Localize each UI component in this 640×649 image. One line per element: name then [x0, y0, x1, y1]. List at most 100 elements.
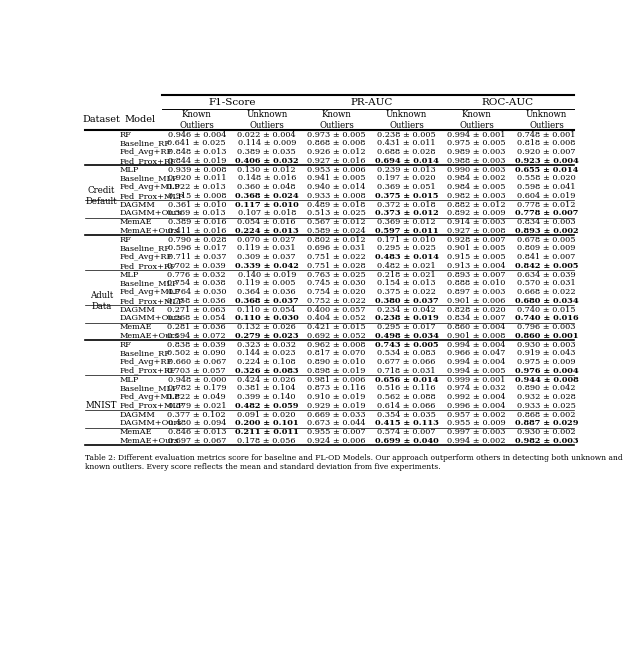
- Text: 0.421 ± 0.015: 0.421 ± 0.015: [307, 323, 366, 331]
- Text: 0.915 ± 0.005: 0.915 ± 0.005: [447, 253, 506, 261]
- Text: 0.389 ± 0.016: 0.389 ± 0.016: [168, 218, 226, 227]
- Text: MLP: MLP: [120, 376, 139, 384]
- Text: 0.596 ± 0.017: 0.596 ± 0.017: [168, 245, 226, 252]
- Text: Baseline_MLP: Baseline_MLP: [120, 384, 178, 393]
- Text: 0.480 ± 0.094: 0.480 ± 0.094: [168, 419, 226, 427]
- Text: 0.920 ± 0.011: 0.920 ± 0.011: [168, 175, 226, 182]
- Text: 0.354 ± 0.035: 0.354 ± 0.035: [377, 411, 436, 419]
- Text: 0.558 ± 0.020: 0.558 ± 0.020: [517, 175, 576, 182]
- Text: 0.070 ± 0.027: 0.070 ± 0.027: [237, 236, 296, 243]
- Text: 0.655 ± 0.014: 0.655 ± 0.014: [515, 165, 578, 174]
- Text: 0.110 ± 0.030: 0.110 ± 0.030: [235, 314, 299, 323]
- Text: Credit
Default: Credit Default: [86, 186, 117, 206]
- Text: 0.692 ± 0.052: 0.692 ± 0.052: [307, 332, 366, 340]
- Text: Model: Model: [124, 116, 156, 125]
- Text: 0.796 ± 0.003: 0.796 ± 0.003: [517, 323, 576, 331]
- Text: 0.994 ± 0.004: 0.994 ± 0.004: [447, 358, 506, 366]
- Text: MLP: MLP: [120, 165, 139, 174]
- Text: 0.990 ± 0.003: 0.990 ± 0.003: [447, 165, 506, 174]
- Text: 0.411 ± 0.016: 0.411 ± 0.016: [168, 227, 226, 235]
- Text: 0.114 ± 0.009: 0.114 ± 0.009: [237, 140, 296, 147]
- Text: 0.948 ± 0.000: 0.948 ± 0.000: [168, 376, 226, 384]
- Text: 0.516 ± 0.116: 0.516 ± 0.116: [378, 384, 436, 393]
- Text: 0.375 ± 0.022: 0.375 ± 0.022: [377, 288, 436, 296]
- Text: 0.763 ± 0.025: 0.763 ± 0.025: [307, 271, 366, 278]
- Text: DAGMM+Ours: DAGMM+Ours: [120, 314, 182, 323]
- Text: 0.404 ± 0.052: 0.404 ± 0.052: [307, 314, 366, 323]
- Text: 0.091 ± 0.020: 0.091 ± 0.020: [237, 411, 296, 419]
- Text: 0.140 ± 0.019: 0.140 ± 0.019: [237, 271, 296, 278]
- Text: 0.677 ± 0.066: 0.677 ± 0.066: [378, 358, 436, 366]
- Text: 0.295 ± 0.017: 0.295 ± 0.017: [378, 323, 436, 331]
- Text: 0.982 ± 0.003: 0.982 ± 0.003: [515, 437, 579, 445]
- Text: 0.888 ± 0.010: 0.888 ± 0.010: [447, 279, 506, 288]
- Text: 0.483 ± 0.014: 0.483 ± 0.014: [374, 253, 438, 261]
- Text: 0.268 ± 0.054: 0.268 ± 0.054: [168, 314, 226, 323]
- Text: 0.368 ± 0.024: 0.368 ± 0.024: [235, 192, 298, 200]
- Text: 0.424 ± 0.026: 0.424 ± 0.026: [237, 376, 296, 384]
- Text: Unknown
Outliers: Unknown Outliers: [246, 110, 287, 130]
- Text: 0.754 ± 0.038: 0.754 ± 0.038: [168, 279, 226, 288]
- Text: RF: RF: [120, 236, 132, 243]
- Text: 0.782 ± 0.179: 0.782 ± 0.179: [168, 384, 226, 393]
- Text: 0.764 ± 0.030: 0.764 ± 0.030: [168, 288, 226, 296]
- Text: 0.778 ± 0.012: 0.778 ± 0.012: [517, 201, 576, 209]
- Text: 0.834 ± 0.007: 0.834 ± 0.007: [447, 314, 506, 323]
- Text: 0.890 ± 0.042: 0.890 ± 0.042: [517, 384, 576, 393]
- Text: 0.323 ± 0.032: 0.323 ± 0.032: [237, 341, 296, 349]
- Text: Table 2: Different evaluation metrics score for baseline and FL-OD Models. Our a: Table 2: Different evaluation metrics sc…: [85, 454, 623, 471]
- Text: 0.818 ± 0.008: 0.818 ± 0.008: [517, 140, 575, 147]
- Text: 0.966 ± 0.047: 0.966 ± 0.047: [447, 349, 506, 358]
- Text: 0.489 ± 0.018: 0.489 ± 0.018: [307, 201, 366, 209]
- Text: 0.994 ± 0.001: 0.994 ± 0.001: [447, 130, 506, 139]
- Text: 0.928 ± 0.007: 0.928 ± 0.007: [447, 236, 506, 243]
- Text: 0.994 ± 0.002: 0.994 ± 0.002: [447, 437, 506, 445]
- Text: Known
Outliers: Known Outliers: [319, 110, 354, 130]
- Text: Dataset: Dataset: [83, 116, 120, 125]
- Text: 0.989 ± 0.003: 0.989 ± 0.003: [447, 148, 506, 156]
- Text: Fed_Prox+MLP: Fed_Prox+MLP: [120, 297, 184, 305]
- Text: DAGMM+Ours: DAGMM+Ours: [120, 210, 182, 217]
- Text: 0.295 ± 0.025: 0.295 ± 0.025: [377, 245, 436, 252]
- Text: 0.901 ± 0.006: 0.901 ± 0.006: [447, 297, 506, 305]
- Text: 0.751 ± 0.022: 0.751 ± 0.022: [307, 253, 366, 261]
- Text: 0.022 ± 0.004: 0.022 ± 0.004: [237, 130, 296, 139]
- Text: 0.218 ± 0.021: 0.218 ± 0.021: [378, 271, 436, 278]
- Text: 0.953 ± 0.006: 0.953 ± 0.006: [307, 165, 366, 174]
- Text: 0.110 ± 0.054: 0.110 ± 0.054: [237, 306, 296, 313]
- Text: 0.562 ± 0.088: 0.562 ± 0.088: [378, 393, 436, 401]
- Text: 0.752 ± 0.022: 0.752 ± 0.022: [307, 297, 366, 305]
- Text: 0.910 ± 0.019: 0.910 ± 0.019: [307, 393, 366, 401]
- Text: Fed_Prox+RF: Fed_Prox+RF: [120, 157, 177, 165]
- Text: 0.377 ± 0.102: 0.377 ± 0.102: [168, 411, 226, 419]
- Text: Baseline_MLP: Baseline_MLP: [120, 279, 178, 288]
- Text: Adult
Data: Adult Data: [90, 291, 113, 311]
- Text: Fed_Prox+RF: Fed_Prox+RF: [120, 262, 177, 270]
- Text: 0.842 ± 0.005: 0.842 ± 0.005: [515, 262, 578, 270]
- Text: 0.913 ± 0.004: 0.913 ± 0.004: [447, 262, 506, 270]
- Text: 0.817 ± 0.070: 0.817 ± 0.070: [307, 349, 366, 358]
- Text: 0.974 ± 0.032: 0.974 ± 0.032: [447, 384, 506, 393]
- Text: 0.887 ± 0.029: 0.887 ± 0.029: [515, 419, 578, 427]
- Text: Fed_Avg+MLP: Fed_Avg+MLP: [120, 393, 180, 401]
- Text: MemAE: MemAE: [120, 218, 152, 227]
- Text: 0.326 ± 0.083: 0.326 ± 0.083: [235, 367, 298, 375]
- Text: DAGMM: DAGMM: [120, 201, 156, 209]
- Text: 0.211 ± 0.011: 0.211 ± 0.011: [235, 428, 299, 436]
- Text: 0.234 ± 0.042: 0.234 ± 0.042: [377, 306, 436, 313]
- Text: 0.933 ± 0.008: 0.933 ± 0.008: [307, 192, 366, 200]
- Text: 0.929 ± 0.019: 0.929 ± 0.019: [307, 402, 366, 410]
- Text: 0.868 ± 0.002: 0.868 ± 0.002: [517, 411, 576, 419]
- Text: 0.570 ± 0.031: 0.570 ± 0.031: [517, 279, 576, 288]
- Text: RF: RF: [120, 130, 132, 139]
- Text: Fed_Avg+RF: Fed_Avg+RF: [120, 253, 173, 261]
- Text: 0.224 ± 0.108: 0.224 ± 0.108: [237, 358, 296, 366]
- Text: 0.748 ± 0.001: 0.748 ± 0.001: [517, 130, 575, 139]
- Text: 0.589 ± 0.024: 0.589 ± 0.024: [307, 227, 366, 235]
- Text: 0.364 ± 0.036: 0.364 ± 0.036: [237, 288, 296, 296]
- Text: 0.892 ± 0.009: 0.892 ± 0.009: [447, 210, 506, 217]
- Text: 0.975 ± 0.005: 0.975 ± 0.005: [447, 140, 506, 147]
- Text: 0.778 ± 0.007: 0.778 ± 0.007: [515, 210, 578, 217]
- Text: 0.802 ± 0.012: 0.802 ± 0.012: [307, 236, 366, 243]
- Text: 0.879 ± 0.021: 0.879 ± 0.021: [168, 402, 226, 410]
